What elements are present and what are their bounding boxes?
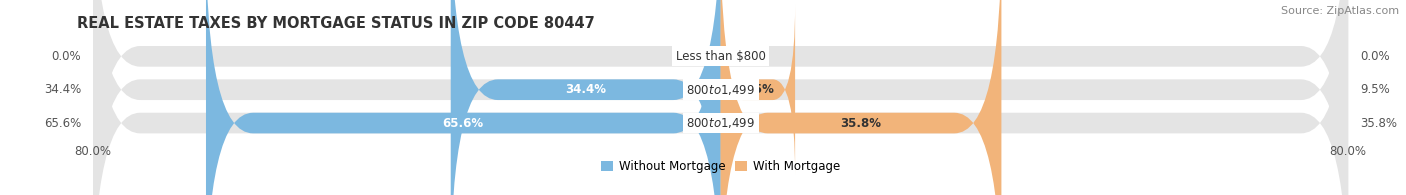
Text: $800 to $1,499: $800 to $1,499 [686,83,755,97]
Text: REAL ESTATE TAXES BY MORTGAGE STATUS IN ZIP CODE 80447: REAL ESTATE TAXES BY MORTGAGE STATUS IN … [77,16,595,31]
FancyBboxPatch shape [207,0,721,195]
FancyBboxPatch shape [721,5,796,174]
Text: 35.8%: 35.8% [1360,117,1398,129]
FancyBboxPatch shape [451,0,721,195]
FancyBboxPatch shape [721,0,1001,195]
Text: 0.0%: 0.0% [52,50,82,63]
Text: $800 to $1,499: $800 to $1,499 [686,116,755,130]
FancyBboxPatch shape [93,0,1348,195]
Legend: Without Mortgage, With Mortgage: Without Mortgage, With Mortgage [602,160,839,173]
Text: 9.5%: 9.5% [1360,83,1389,96]
Text: 0.0%: 0.0% [1360,50,1389,63]
Text: Less than $800: Less than $800 [676,50,765,63]
Text: Source: ZipAtlas.com: Source: ZipAtlas.com [1281,6,1399,16]
Text: 65.6%: 65.6% [44,117,82,129]
FancyBboxPatch shape [93,0,1348,195]
Text: 9.5%: 9.5% [741,83,775,96]
Text: 34.4%: 34.4% [44,83,82,96]
FancyBboxPatch shape [93,0,1348,195]
Text: 35.8%: 35.8% [841,117,882,129]
Text: 65.6%: 65.6% [443,117,484,129]
Text: 34.4%: 34.4% [565,83,606,96]
